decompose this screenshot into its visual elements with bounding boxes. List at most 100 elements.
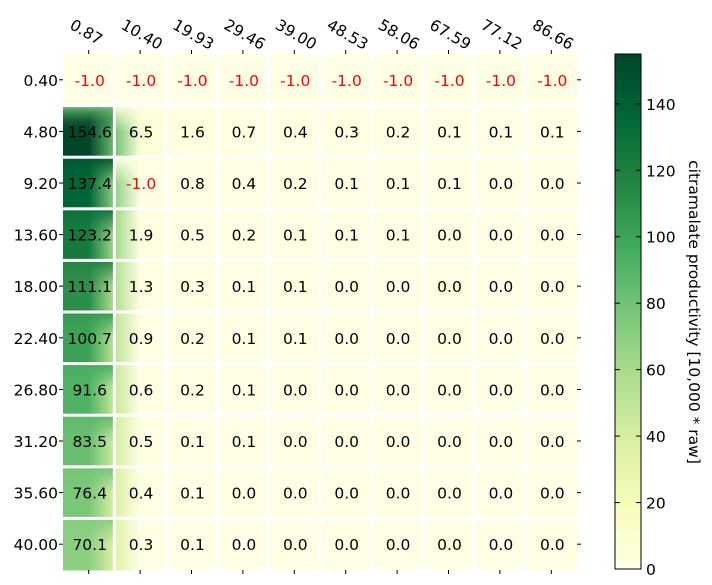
cell-separator	[63, 155, 577, 159]
cell-value-label: 0.0	[489, 175, 514, 193]
heatmap-cell	[371, 208, 424, 261]
heatmap-cell	[371, 466, 424, 519]
heatmap-cell	[165, 54, 218, 107]
colorbar-label: citramalate productivity [10,000 * raw]	[685, 160, 703, 464]
cell-value-label: -1.0	[229, 72, 259, 90]
heatmap-cell	[474, 312, 527, 365]
heatmap-cell	[371, 415, 424, 468]
cell-value-label: 0.0	[489, 227, 514, 245]
heatmap-cell	[422, 157, 475, 210]
cell-value-label: 0.1	[283, 278, 308, 296]
heatmap-cell	[525, 208, 578, 261]
heatmap-cell	[114, 208, 167, 261]
cell-value-label: 111.1	[68, 278, 112, 296]
cell-value-label: 0.0	[283, 536, 308, 554]
cell-value-label: 0.1	[232, 278, 257, 296]
heatmap-cell	[114, 466, 167, 519]
heatmap-cell	[268, 518, 321, 571]
cell-value-label: -1.0	[126, 72, 156, 90]
cell-value-label: 0.8	[180, 175, 205, 193]
cell-value-label: 0.4	[283, 123, 308, 141]
heatmap-cell	[422, 54, 475, 107]
heatmap-cell	[525, 466, 578, 519]
cell-value-label: 0.2	[386, 123, 411, 141]
cell-value-label: 0.0	[437, 485, 462, 503]
cell-value-label: 123.2	[68, 227, 112, 245]
cell-value-label: 0.0	[489, 536, 514, 554]
heatmap-cell	[268, 105, 321, 158]
colorbar-tick-label: 120	[646, 162, 676, 180]
cell-value-label: 0.7	[232, 123, 257, 141]
cell-value-label: 0.1	[489, 123, 514, 141]
cell-value-label: 0.0	[437, 330, 462, 348]
cell-value-label: 0.1	[540, 123, 565, 141]
colorbar-tick-label: 80	[646, 295, 666, 313]
y-tick-label: 9.20	[23, 175, 58, 193]
y-tick-label: 18.00	[14, 278, 58, 296]
x-tick-label: 67.59	[427, 16, 474, 54]
heatmap-cell	[217, 157, 270, 210]
heatmap-cell	[114, 54, 167, 107]
cell-value-label: 0.1	[334, 227, 359, 245]
cell-value-label: 0.4	[232, 175, 257, 193]
heatmap-cell	[268, 415, 321, 468]
heatmap-cell	[422, 312, 475, 365]
colorbar-tick-label: 40	[646, 428, 666, 446]
heatmap-cell	[474, 157, 527, 210]
cell-value-label: 0.0	[334, 381, 359, 399]
heatmap-cells	[63, 54, 578, 571]
cell-value-label: 1.6	[180, 123, 205, 141]
cell-value-label: 70.1	[72, 536, 107, 554]
cell-value-label: 0.0	[489, 278, 514, 296]
heatmap-cell	[525, 157, 578, 210]
heatmap-cell	[525, 260, 578, 313]
heatmap-cell	[114, 312, 167, 365]
cell-value-label: -1.0	[383, 72, 413, 90]
cell-value-label: 6.5	[129, 123, 154, 141]
heatmap-cell	[268, 312, 321, 365]
heatmap-cell	[165, 105, 218, 158]
heatmap-cell-blend	[63, 363, 115, 390]
heatmap-cell	[422, 518, 475, 571]
cell-value-label: 0.0	[540, 227, 565, 245]
heatmap-cell	[165, 260, 218, 313]
cell-value-label: 0.4	[129, 485, 154, 503]
cell-value-label: -1.0	[434, 72, 464, 90]
heatmap-cell	[165, 363, 218, 416]
y-tick-label: 31.20	[14, 433, 58, 451]
y-tick-labels: 0.40 4.80 9.20 13.60 18.00 22.40 26.80 31.20 35.…	[14, 72, 58, 554]
colorbar-tick-label: 20	[646, 495, 666, 513]
cell-separator	[63, 310, 577, 314]
heatmap-cell	[371, 312, 424, 365]
heatmap-cell	[217, 312, 270, 365]
heatmap-cell	[217, 363, 270, 416]
cell-value-label: 0.0	[283, 485, 308, 503]
heatmap-cell	[371, 105, 424, 158]
x-tick-label: 77.12	[478, 16, 525, 54]
cell-value-label: 0.9	[129, 330, 154, 348]
cell-value-label: 154.6	[68, 123, 112, 141]
cell-value-label: 83.5	[72, 433, 107, 451]
heatmap-cell	[114, 260, 167, 313]
colorbar-tick-label: 100	[646, 229, 676, 247]
cell-separator	[63, 413, 577, 417]
heatmap-cell	[320, 157, 372, 210]
cell-value-label: 0.0	[283, 433, 308, 451]
heatmap-cell	[268, 208, 321, 261]
cell-value-label: 0.0	[540, 536, 565, 554]
heatmap-cell	[525, 105, 578, 158]
cell-value-label: 0.2	[283, 175, 308, 193]
heatmap-cell	[165, 208, 218, 261]
heatmap-cell	[525, 363, 578, 416]
cell-separator	[63, 258, 577, 262]
cell-value-label: 0.1	[283, 330, 308, 348]
heatmap-cell	[217, 260, 270, 313]
y-tick-label: 35.60	[14, 485, 58, 503]
cell-value-label: 100.7	[68, 330, 112, 348]
cell-value-label: 0.1	[180, 536, 205, 554]
heatmap-cell	[320, 105, 372, 158]
cell-value-label: 0.0	[540, 381, 565, 399]
cell-value-label: -1.0	[332, 72, 362, 90]
heatmap-cell	[320, 363, 372, 416]
